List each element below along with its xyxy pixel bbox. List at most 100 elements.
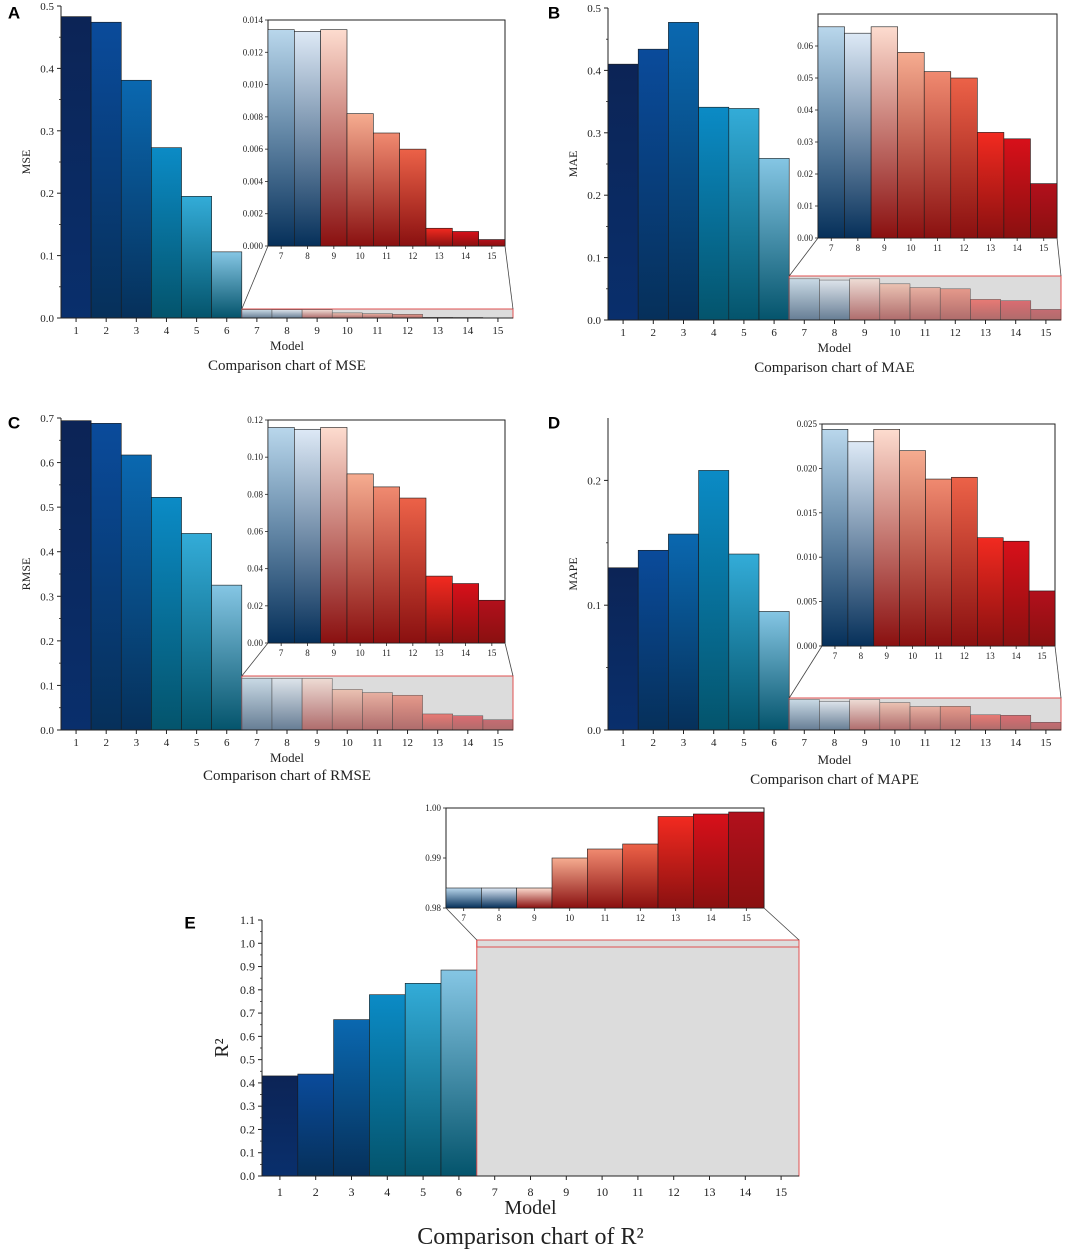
inset-bar-model-9 <box>873 429 900 647</box>
y-axis-label: MAE <box>566 151 580 178</box>
inset-x-tick-label: 15 <box>742 913 752 923</box>
y-tick-label: 0.2 <box>587 475 601 487</box>
inset-bar-model-15 <box>728 811 765 909</box>
inset-c: 7 8 9 10 11 12 13 14 15 0.00 0.02 0.04 0.06 0.08 0.10 0… <box>247 415 506 658</box>
x-tick-label: 4 <box>711 327 717 339</box>
bar-model-4 <box>698 106 730 321</box>
x-tick-label: 5 <box>420 1185 426 1199</box>
x-tick-label: 8 <box>284 737 290 749</box>
y-tick-label: 0.5 <box>40 1 54 13</box>
inset-x-tick-label: 12 <box>408 648 417 658</box>
inset-y-tick-label: 0.06 <box>247 527 263 537</box>
inset-bar-model-14 <box>693 813 729 909</box>
bar-model-1 <box>261 1075 299 1177</box>
zoom-connector-right <box>504 642 514 677</box>
inset-bar-model-11 <box>373 486 400 644</box>
zoom-bar-model-13 <box>970 714 1001 731</box>
inset-bar-model-10 <box>897 52 925 239</box>
bar-model-1 <box>60 420 92 731</box>
inset-bar-model-9 <box>870 26 898 239</box>
x-tick-label: 1 <box>73 325 79 337</box>
inset-y-tick-label: 0.04 <box>797 105 813 115</box>
x-tick-label: 11 <box>372 737 383 749</box>
x-tick-label: 13 <box>980 327 992 339</box>
inset-y-tick-label: 0.00 <box>247 638 263 648</box>
inset-y-tick-label: 0.08 <box>247 489 263 499</box>
x-tick-label: 9 <box>314 737 320 749</box>
zoom-bar-model-12 <box>392 694 423 731</box>
y-tick-label: 0.3 <box>240 1099 255 1113</box>
x-tick-label: 3 <box>681 737 687 749</box>
y-tick-label: 0.6 <box>40 458 54 470</box>
x-tick-label: 3 <box>681 327 687 339</box>
y-tick-label: 0.5 <box>240 1053 255 1067</box>
zoom-bar-model-8 <box>271 309 303 319</box>
inset-y-tick-label: 0.04 <box>247 564 263 574</box>
x-tick-label: 10 <box>889 327 901 339</box>
inset-x-tick-label: 9 <box>332 251 337 261</box>
x-tick-label: 7 <box>802 737 808 749</box>
x-tick-label: 15 <box>1040 327 1052 339</box>
inset-x-tick-label: 7 <box>279 251 284 261</box>
inset-x-tick-label: 13 <box>671 913 681 923</box>
inset-y-tick-label: 0.06 <box>797 41 813 51</box>
inset-y-tick-label: 0.014 <box>243 15 264 25</box>
y-tick-label: 0.1 <box>40 251 54 263</box>
zoom-region-outline <box>476 939 800 948</box>
x-tick-label: 15 <box>492 737 504 749</box>
inset-bar-model-11 <box>925 478 952 647</box>
x-tick-label: 10 <box>342 737 354 749</box>
zoom-bar-model-14 <box>1000 715 1032 731</box>
inset-bar-model-10 <box>346 473 374 644</box>
inset-x-tick-label: 9 <box>532 913 537 923</box>
inset-bar-model-13 <box>425 227 453 247</box>
zoom-connector-left <box>241 642 269 677</box>
inset-x-tick-label: 14 <box>1013 243 1023 253</box>
y-tick-label: 0.2 <box>240 1122 255 1136</box>
inset-bar-model-7 <box>267 29 295 247</box>
x-axis-label: Model <box>504 1197 557 1219</box>
x-tick-label: 2 <box>103 737 109 749</box>
bar-model-1 <box>607 63 639 321</box>
x-tick-label: 4 <box>711 737 717 749</box>
x-tick-label: 9 <box>862 737 868 749</box>
inset-x-tick-label: 10 <box>906 243 916 253</box>
inset-bar-model-10 <box>899 450 926 647</box>
inset-y-tick-label: 0.025 <box>797 419 818 429</box>
x-tick-label: 14 <box>739 1185 751 1199</box>
bar-model-2 <box>90 21 122 319</box>
bar-model-5 <box>728 108 760 321</box>
zoom-connector-right <box>1056 237 1062 277</box>
inset-x-tick-label: 7 <box>829 243 834 253</box>
x-tick-label: 8 <box>832 327 838 339</box>
chart-c: C0.00.10.20.30.40.50.60.71 2 3 4 5 6 7 8 9 10 11 12… <box>8 413 514 784</box>
inset-bar-model-12 <box>622 843 659 909</box>
inset-bar-model-13 <box>425 575 453 644</box>
inset-x-tick-label: 13 <box>986 651 996 661</box>
y-tick-label: 0.7 <box>240 1006 255 1020</box>
zoom-bar-model-13 <box>970 299 1001 321</box>
zoom-bar-model-9 <box>849 699 881 731</box>
y-tick-label: 0.5 <box>40 502 54 514</box>
bar-model-6 <box>440 969 478 1177</box>
inset-bar-model-8 <box>294 428 321 644</box>
x-tick-label: 8 <box>528 1185 534 1199</box>
inset-y-tick-label: 0.01 <box>797 201 813 211</box>
zoom-bar-model-10 <box>331 312 363 319</box>
bar-model-2 <box>297 1073 334 1177</box>
x-tick-label: 6 <box>224 325 230 337</box>
zoom-connector-left <box>788 645 823 699</box>
inset-y-tick-label: 0.005 <box>797 597 818 607</box>
zoom-bar-model-8 <box>819 279 850 321</box>
inset-x-tick-label: 15 <box>1039 243 1049 253</box>
zoom-bar-model-8 <box>271 678 303 731</box>
bar-model-3 <box>120 454 152 731</box>
inset-bar-model-9 <box>320 427 348 644</box>
zoom-bar-model-15 <box>1030 722 1062 731</box>
y-tick-label: 0.8 <box>240 983 255 997</box>
zoom-bar-model-7 <box>241 678 273 731</box>
x-tick-label: 3 <box>134 737 140 749</box>
x-tick-label: 2 <box>651 737 657 749</box>
x-tick-label: 2 <box>313 1185 319 1199</box>
inset-bar-model-14 <box>452 231 479 247</box>
